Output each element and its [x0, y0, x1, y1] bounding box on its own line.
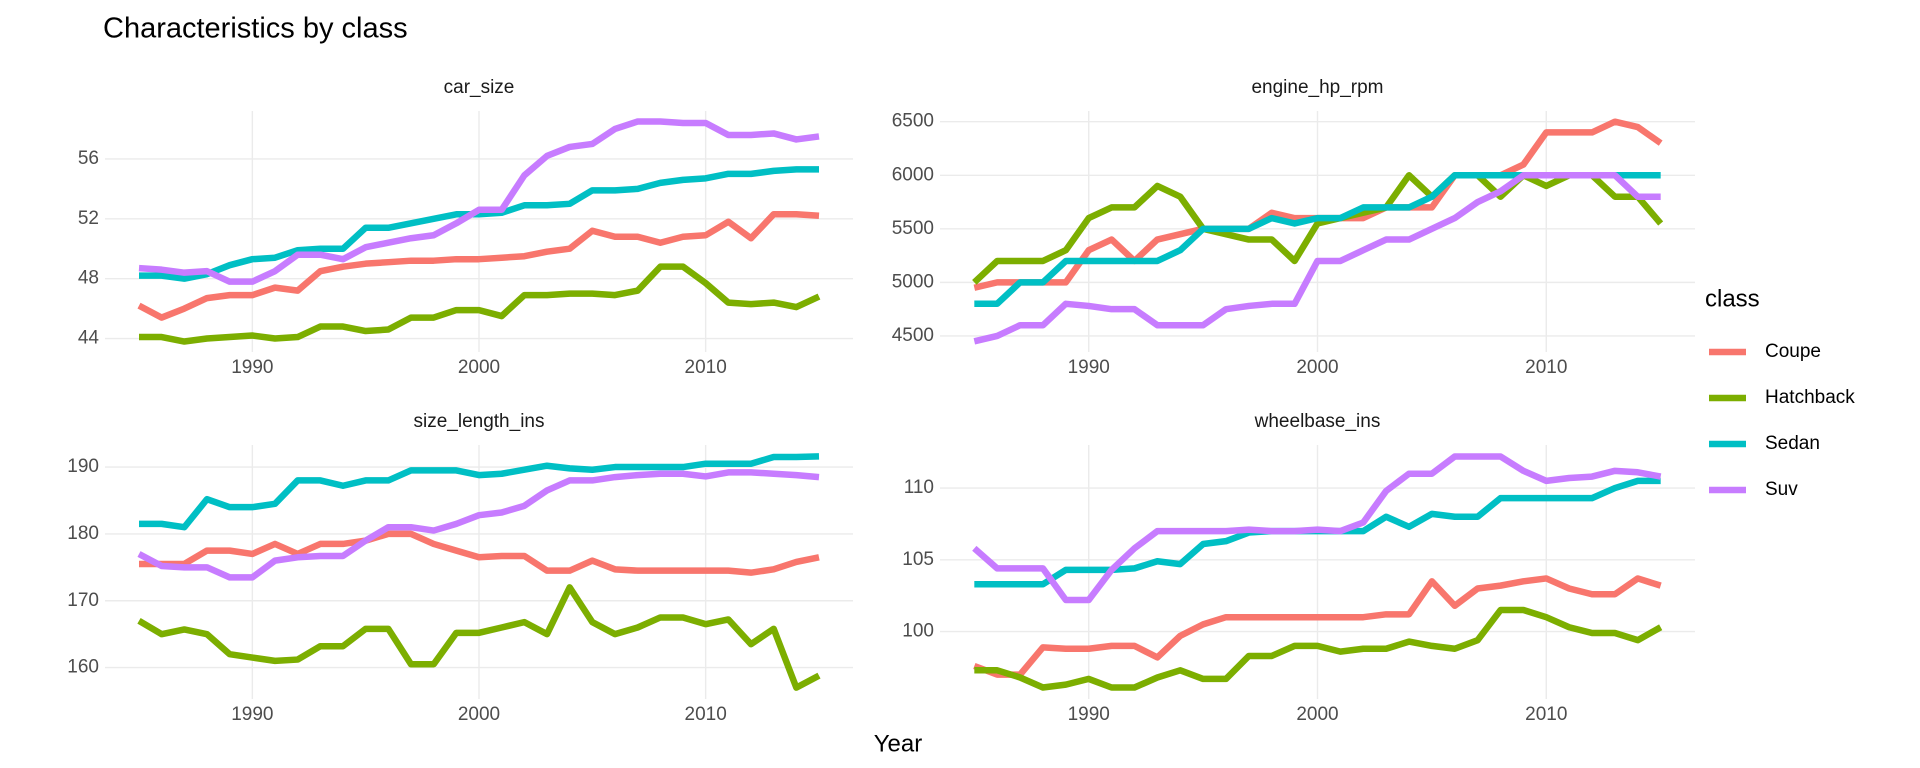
legend-label: Suv — [1765, 479, 1798, 500]
series-line — [139, 166, 819, 282]
panel: wheelbase_ins 100 105 110 1990 2000 2010 — [902, 411, 1695, 725]
panel: car_size 44 48 52 56 1990 2000 2010 — [78, 77, 853, 378]
legend-label: Sedan — [1765, 433, 1820, 454]
legend-label: Coupe — [1765, 341, 1821, 362]
series-line — [139, 263, 821, 345]
y-tick-label: 100 — [902, 621, 934, 642]
series-line — [139, 453, 820, 531]
panel: size_length_ins 160 170 180 190 1990 2000 2010 — [67, 411, 853, 725]
y-tick-label: 160 — [67, 657, 99, 678]
x-tick-label: 2010 — [685, 704, 727, 725]
y-tick-label: 48 — [78, 268, 99, 289]
x-tick-label: 2000 — [1296, 357, 1338, 378]
panel-title: size_length_ins — [414, 411, 545, 432]
x-tick-label: 2000 — [458, 357, 500, 378]
series-line — [972, 453, 1662, 604]
y-tick-label: 4500 — [892, 325, 934, 346]
panel-title: car_size — [444, 77, 515, 98]
panel: engine_hp_rpm 4500 5000 5500 6000 6500 1990 200… — [892, 77, 1695, 378]
y-tick-label: 180 — [67, 523, 99, 544]
panel-title: wheelbase_ins — [1254, 411, 1381, 432]
legend-title: class — [1705, 285, 1760, 312]
series-line — [138, 118, 820, 285]
series-line — [972, 172, 1664, 285]
y-tick-label: 5500 — [892, 218, 934, 239]
y-tick-label: 56 — [78, 148, 99, 169]
y-tick-label: 5000 — [892, 271, 934, 292]
x-tick-label: 1990 — [1068, 704, 1110, 725]
series-line — [974, 606, 1663, 691]
x-tick-label: 1990 — [231, 357, 273, 378]
x-axis-title: Year — [874, 730, 923, 757]
y-tick-label: 52 — [78, 208, 99, 229]
x-tick-label: 1990 — [1068, 357, 1110, 378]
series-line — [137, 584, 821, 691]
x-tick-label: 2000 — [1296, 704, 1338, 725]
series-line — [973, 575, 1662, 678]
y-tick-label: 6000 — [892, 164, 934, 185]
series-line — [137, 469, 820, 581]
x-tick-label: 2000 — [458, 704, 500, 725]
y-tick-label: 6500 — [892, 111, 934, 132]
series-line — [139, 530, 820, 576]
x-tick-label: 2010 — [1525, 357, 1567, 378]
y-tick-label: 110 — [904, 477, 934, 498]
x-tick-label: 1990 — [231, 704, 273, 725]
chart-title: Characteristics by class — [103, 13, 408, 45]
legend-label: Hatchback — [1765, 387, 1855, 408]
x-tick-label: 2010 — [685, 357, 727, 378]
series-line — [973, 172, 1661, 345]
y-tick-label: 44 — [78, 328, 100, 349]
x-tick-label: 2010 — [1525, 704, 1567, 725]
y-tick-label: 190 — [67, 456, 99, 477]
series-line — [137, 211, 820, 321]
panel-title: engine_hp_rpm — [1251, 77, 1383, 98]
y-tick-label: 170 — [67, 590, 99, 611]
y-tick-label: 105 — [902, 549, 934, 570]
